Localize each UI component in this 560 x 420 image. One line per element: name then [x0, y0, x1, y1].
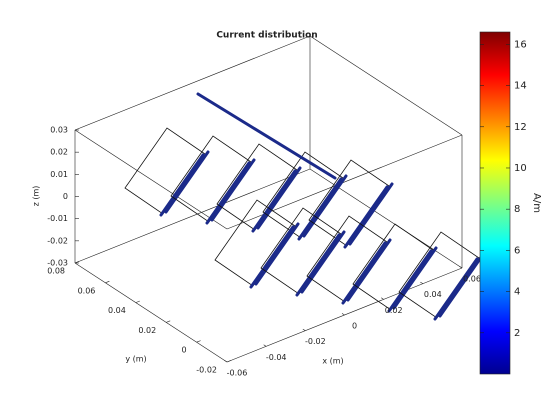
colorbar-tick-label: 2: [514, 328, 520, 339]
x-tick: [459, 266, 463, 269]
current-strip: [341, 241, 387, 305]
antenna-structure: [124, 92, 484, 321]
y-tick-label: 0.02: [138, 326, 156, 335]
current-strip: [295, 233, 341, 297]
current-strip: [300, 230, 346, 294]
z-axis-label: z (m): [32, 186, 41, 207]
y-tick-label: 0.04: [108, 306, 126, 315]
x-tick: [341, 313, 345, 316]
x-tick-label: -0.06: [227, 369, 248, 378]
z-tick-label: -0.02: [47, 236, 68, 245]
box-edge: [74, 35, 311, 131]
x-tick-label: 0.06: [463, 275, 481, 284]
current-strip: [348, 182, 394, 246]
box-edge: [309, 35, 463, 136]
colorbar-tick-label: 14: [514, 81, 527, 92]
current-strip: [251, 169, 297, 233]
current-strip: [254, 222, 300, 286]
x-tick-label: 0: [352, 322, 357, 331]
x-tick-label: -0.02: [305, 337, 326, 346]
x-tick-label: 0.04: [424, 290, 442, 299]
colorbar-tick-label: 6: [514, 245, 520, 256]
y-tick-label: 0.06: [78, 286, 96, 295]
z-tick-label: 0.03: [50, 126, 68, 135]
current-strip: [256, 166, 302, 230]
box-edge: [74, 262, 228, 363]
axes-box: [74, 35, 463, 363]
colorbar-tick-label: 12: [514, 122, 527, 133]
x-tick-label: 0.02: [385, 306, 403, 315]
box-edge: [226, 134, 463, 230]
current-strip: [438, 254, 484, 318]
colorbar-label: A/m: [531, 193, 542, 213]
y-tick: [135, 300, 140, 303]
x-tick: [263, 344, 267, 347]
chart-title: Current distribution: [216, 31, 317, 41]
x-tick: [420, 281, 423, 284]
current-strip: [164, 150, 210, 214]
y-tick: [74, 261, 80, 264]
x-axis-label: x (m): [322, 357, 343, 366]
colorbar-tick-label: 4: [514, 287, 520, 298]
current-strip: [392, 246, 438, 310]
current-strip: [302, 174, 348, 238]
ticks: -0.03 -0.02 -0.01 0 0.01 0.02 0.03 -0.02 0 0.02 0.…: [47, 126, 481, 378]
colorbar: 2 4 6 8 10 12 14 16: [479, 31, 527, 375]
y-tick: [226, 360, 232, 363]
y-tick-label: 0.08: [47, 267, 65, 276]
x-tick: [381, 297, 384, 300]
y-tick: [166, 320, 171, 323]
current-strip: [433, 257, 479, 321]
z-tick-label: -0.01: [47, 214, 68, 223]
x-tick-label: -0.04: [266, 353, 287, 362]
box-edge: [74, 129, 228, 230]
y-tick: [105, 280, 110, 284]
box-edge: [74, 168, 311, 264]
z-tick-label: -0.03: [47, 259, 68, 268]
y-axis-label: y (m): [125, 355, 146, 364]
z-tick-label: 0.01: [50, 170, 68, 179]
z-tick-label: 0: [63, 192, 68, 201]
current-strip: [249, 225, 295, 289]
feed-line: [196, 92, 337, 180]
current-strip: [346, 238, 392, 302]
colorbar-scale: [479, 31, 511, 375]
colorbar-tick-label: 10: [514, 163, 527, 174]
current-strip: [387, 249, 433, 313]
y-tick-label: 0: [182, 346, 187, 355]
current-strip: [159, 153, 205, 217]
colorbar-tick-label: 8: [514, 204, 520, 215]
current-strip: [343, 185, 389, 249]
current-strip: [210, 158, 256, 222]
colorbar-tick-label: 16: [514, 39, 527, 50]
current-strip: [205, 161, 251, 225]
z-tick-label: 0.02: [50, 148, 68, 157]
y-tick: [196, 340, 201, 343]
current-strip: [297, 177, 343, 241]
x-tick: [302, 328, 306, 331]
y-tick-label: -0.02: [196, 366, 217, 375]
x-tick: [224, 360, 228, 363]
